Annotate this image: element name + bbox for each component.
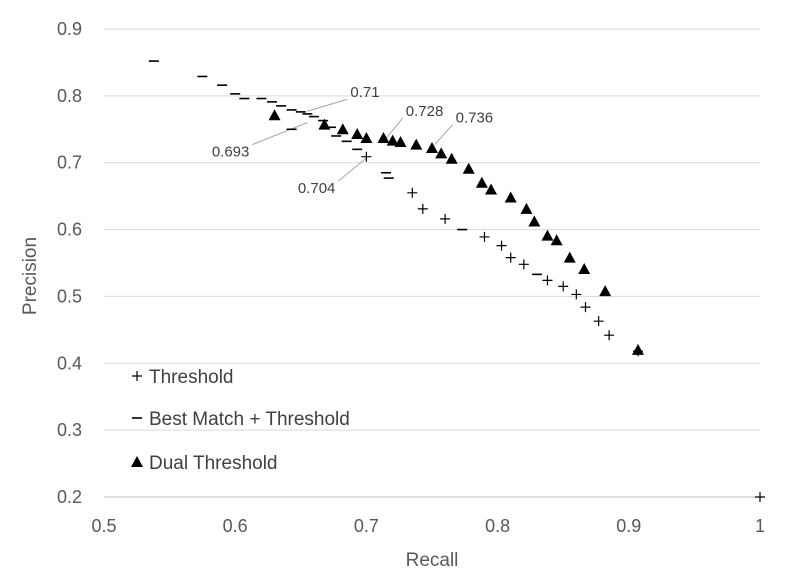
y-tick-label: 0.4 (57, 353, 82, 373)
x-tick-label: 0.6 (223, 516, 248, 536)
data-point (558, 281, 569, 292)
legend-marker (132, 371, 142, 381)
data-point (580, 302, 591, 313)
annotation-leaders (252, 98, 453, 182)
data-point (440, 213, 451, 224)
x-tick-label: 0.5 (91, 516, 116, 536)
annotation-label: 0.736 (456, 110, 494, 127)
data-point (541, 229, 554, 241)
legend-label: Best Match + Threshold (149, 409, 350, 430)
data-point (435, 147, 448, 159)
data-point (604, 330, 615, 341)
annotation-label: 0.728 (406, 103, 444, 120)
legend-item: Dual Threshold (131, 453, 278, 474)
y-tick-label: 0.5 (57, 286, 82, 306)
data-point (528, 215, 541, 227)
data-point (386, 134, 399, 146)
annotation-leader (338, 157, 367, 182)
series-plus (361, 151, 765, 502)
data-point (336, 123, 349, 135)
data-point (361, 151, 372, 162)
data-point (593, 316, 604, 327)
data-point (417, 203, 428, 214)
annotation-leader (384, 117, 404, 141)
data-point (475, 176, 488, 188)
y-tick-label: 0.8 (57, 86, 82, 106)
data-point (351, 127, 364, 139)
y-axis-title: Precision (20, 237, 41, 315)
x-tick-label: 0.9 (616, 516, 641, 536)
data-point (445, 152, 458, 164)
data-point (563, 251, 576, 263)
data-point (571, 289, 582, 300)
annotation-label: 0.704 (298, 180, 336, 197)
x-tick-label: 1 (755, 516, 765, 536)
axes: 0.2 0.3 0.4 0.5 0.6 0.7 0.8 0.9 0.5 0.6 0.7 0.8 0.9 1 (57, 19, 765, 536)
y-tick-label: 0.2 (57, 487, 82, 507)
data-point (407, 187, 418, 198)
annotation-label: 0.71 (350, 84, 379, 101)
annotations: 0.71 0.693 0.728 0.704 0.736 (212, 84, 493, 197)
legend-label: Threshold (149, 367, 234, 388)
data-point (479, 231, 490, 242)
annotation-label: 0.693 (212, 144, 250, 161)
annotation-leader (307, 98, 348, 112)
annotation-leader (252, 122, 308, 146)
x-tick-label: 0.8 (485, 516, 510, 536)
legend-item: Threshold (132, 367, 234, 388)
data-point (268, 109, 281, 121)
gridlines (104, 28, 760, 431)
data-point (631, 343, 644, 355)
legend-item: Best Match + Threshold (132, 409, 350, 430)
data-point (462, 162, 475, 174)
data-point (377, 131, 390, 143)
y-tick-label: 0.7 (57, 153, 82, 173)
data-point (485, 183, 498, 195)
x-axis-title: Recall (406, 550, 459, 571)
y-tick-label: 0.3 (57, 420, 82, 440)
legend-marker (131, 456, 143, 467)
annotation-leader (434, 124, 453, 145)
data-point (518, 259, 529, 270)
y-tick-label: 0.9 (57, 19, 82, 39)
data-point (410, 138, 423, 150)
data-point (599, 285, 612, 297)
data-point (550, 234, 563, 246)
data-point (755, 492, 765, 502)
data-point (578, 263, 591, 275)
data-point (318, 118, 331, 130)
data-point (496, 240, 507, 251)
plot-area (148, 60, 765, 502)
y-tick-label: 0.6 (57, 220, 82, 240)
x-tick-label: 0.7 (354, 516, 379, 536)
data-point (542, 275, 553, 286)
data-point (505, 252, 516, 263)
data-point (504, 191, 517, 203)
data-point (394, 135, 407, 147)
legend: Threshold Best Match + Threshold Dual Thre… (131, 367, 350, 474)
series-triangle (268, 109, 644, 355)
data-point (426, 142, 438, 154)
legend-label: Dual Threshold (149, 453, 278, 474)
series-dash (148, 60, 542, 276)
data-point (360, 131, 373, 143)
data-point (520, 202, 533, 214)
